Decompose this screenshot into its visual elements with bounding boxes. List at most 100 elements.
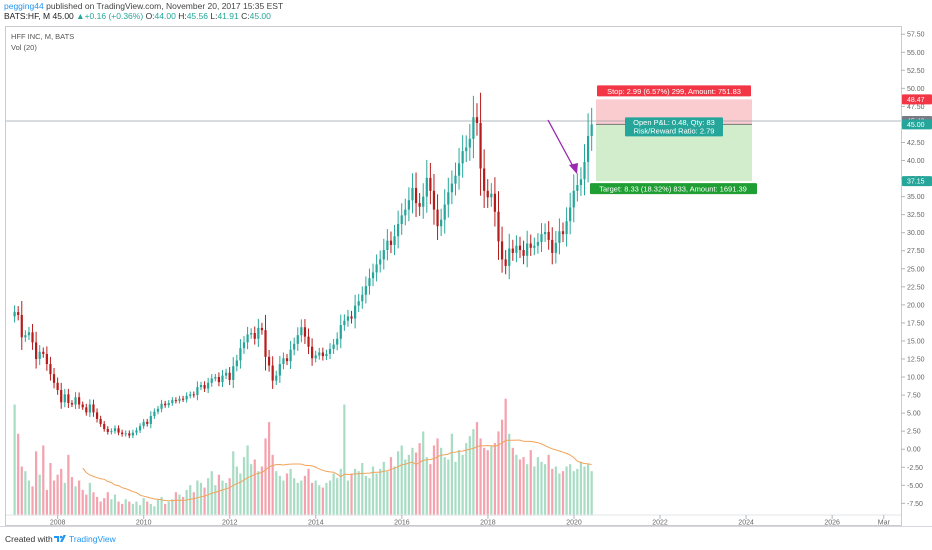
volume-bar [397, 451, 400, 516]
volume-bar [361, 463, 364, 516]
volume-bar [253, 459, 256, 516]
price-tick-label: -5.00 [907, 483, 923, 490]
candle-up [232, 366, 235, 380]
volume-bar [407, 454, 410, 516]
volume-bar [45, 489, 48, 516]
candle-down [310, 346, 314, 359]
candle-down [551, 239, 554, 253]
candle-up [314, 355, 317, 359]
volume-bar [526, 464, 529, 516]
candle-up [397, 224, 400, 237]
candle-up [379, 259, 382, 265]
candle-up [88, 404, 91, 413]
chart-frame[interactable] [5, 26, 902, 526]
price-tick-label: 30.00 [907, 230, 925, 237]
volume-bar [124, 499, 127, 516]
volume-bar [364, 475, 367, 516]
price-axis[interactable]: 57.50 55.00 52.50 50.00 47.50 45.00 42.50 40.00… [901, 26, 932, 525]
candle-up [235, 360, 238, 367]
volume-bar [461, 454, 464, 516]
volume-bar [13, 404, 16, 516]
volume-bar [106, 492, 109, 516]
candle-up [178, 398, 181, 401]
candle-down [60, 390, 63, 403]
candle-up [375, 264, 378, 273]
candle-up [382, 250, 385, 260]
arrow-head-icon [569, 163, 578, 174]
volume-bar [56, 474, 59, 516]
volume-bar [192, 492, 195, 516]
volume-bar [160, 496, 163, 516]
candle-down [67, 394, 70, 404]
candle-down [95, 412, 99, 419]
candle-up [572, 190, 575, 208]
candle-down [117, 428, 120, 433]
candle-down [35, 342, 38, 359]
price-tick-label: 50.00 [907, 86, 925, 93]
time-axis[interactable]: 2008 2010 2012 2014 2016 2018 2020 2022 2024 2026… [6, 514, 901, 527]
author-link[interactable]: pegging44 [4, 1, 44, 11]
volume-bar [543, 464, 547, 516]
price-tick-label: -2.50 [907, 465, 923, 472]
candle-up [468, 138, 471, 148]
candle-up [407, 200, 410, 210]
candle-down [321, 352, 324, 357]
candle-down [522, 250, 525, 256]
volume-bar [214, 485, 217, 516]
candle-up [371, 272, 375, 279]
candle-up [278, 364, 281, 376]
ohlc-line: BATS:HF, M 45.00 ▲+0.16 (+0.36%) O:44.00… [4, 11, 271, 21]
candle-down [78, 397, 81, 405]
volume-bar [314, 480, 317, 516]
volume-bar [103, 498, 106, 516]
candle-up [364, 286, 367, 295]
candle-up [533, 245, 536, 248]
candle-down [92, 404, 95, 413]
candle-down [418, 203, 421, 207]
created-with-label: Created with [5, 534, 53, 544]
candle-down [307, 336, 310, 347]
volume-bar [508, 433, 511, 516]
candle-down [106, 429, 109, 432]
volume-bar [382, 461, 385, 516]
volume-bar [242, 457, 246, 516]
volume-bar [422, 431, 425, 516]
symbol-legend: HFF INC, M, BATS [11, 32, 74, 41]
volume-bar [450, 433, 454, 516]
candle-down [436, 209, 439, 227]
symbol-label: BATS:HF, M [4, 11, 51, 21]
volume-bar [199, 482, 203, 516]
volume-bar [164, 503, 167, 516]
candle-up [189, 394, 192, 396]
candle-down [547, 231, 550, 240]
tradingview-link[interactable]: TradingView [69, 534, 116, 544]
price-tick-label: 10.00 [907, 375, 925, 382]
volume-bar [371, 466, 375, 516]
volume-bar [400, 445, 403, 516]
tradingview-logo-icon [54, 535, 66, 542]
volume-bar [379, 468, 382, 516]
volume-bar [275, 471, 278, 516]
volume-bar [346, 480, 350, 516]
drawings[interactable]: Stop: 2.99 (6.57%) 299, Amount: 751.83 Op… [547, 85, 757, 195]
volume-bar [264, 438, 267, 516]
candle-up [167, 403, 170, 406]
candle-up [257, 327, 260, 339]
volume-bar [38, 474, 41, 516]
candle-up [454, 175, 457, 184]
time-tick-label: 2008 [50, 520, 66, 527]
volume-bar [278, 475, 281, 516]
volume-bar [153, 506, 156, 516]
volume-bar [318, 485, 321, 516]
candle-up [135, 430, 138, 433]
volume-bar [203, 487, 206, 516]
volume-bar [24, 471, 27, 516]
candle-up [393, 236, 396, 245]
price-tick-label: 47.50 [907, 104, 925, 111]
volume-bar [357, 471, 360, 516]
volume-bar [307, 468, 310, 516]
price-badge-label: 48.47 [907, 97, 925, 104]
volume-bar [138, 505, 142, 516]
candle-up [296, 335, 299, 344]
